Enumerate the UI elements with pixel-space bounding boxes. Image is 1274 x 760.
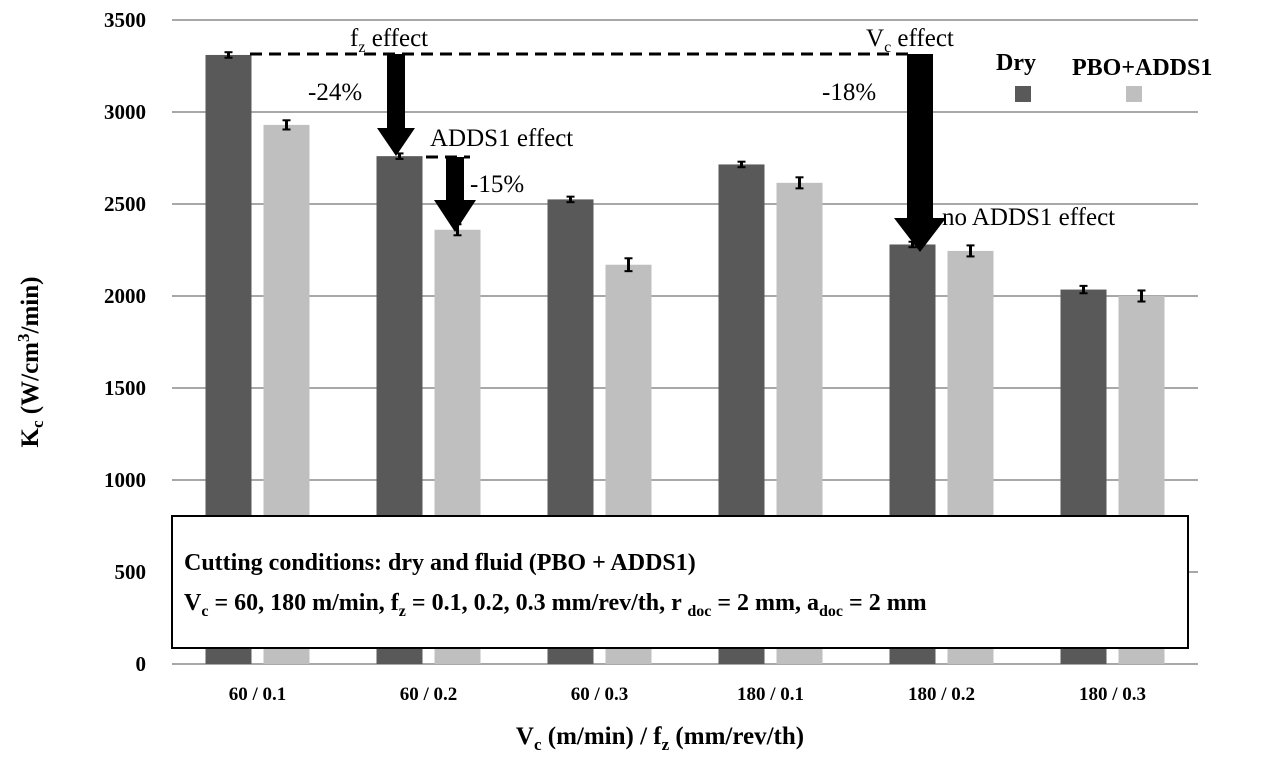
legend-swatch-pbo [1126, 86, 1142, 102]
y-tick-label: 2500 [104, 192, 146, 216]
cutting-conditions-box: Cutting conditions: dry and fluid (PBO +… [171, 515, 1189, 649]
vc-effect-label: Vc effect [866, 25, 954, 56]
y-tick-label: 0 [136, 652, 147, 676]
x-tick-label: 180 / 0.3 [1079, 684, 1146, 705]
legend: Dry PBO+ADDS1 [996, 50, 1212, 102]
fz-effect-label: fz effect [350, 25, 428, 56]
y-tick-label: 1000 [104, 468, 146, 492]
x-tick-label: 180 / 0.1 [737, 684, 804, 705]
y-tick-labels: 0 500 1000 1500 2000 2500 3000 3500 [104, 8, 146, 676]
legend-label-dry: Dry [996, 50, 1036, 76]
no-adds-effect-label: no ADDS1 effect [942, 204, 1115, 231]
vc-effect-arrow [894, 54, 946, 252]
fz-effect-arrow [377, 54, 415, 156]
x-tick-label: 180 / 0.2 [908, 684, 975, 705]
adds-effect-percent: -15% [470, 171, 524, 198]
legend-label-pbo: PBO+ADDS1 [1072, 55, 1212, 81]
x-tick-labels: 60 / 0.1 60 / 0.2 60 / 0.3 180 / 0.1 180 / 0… [229, 684, 1146, 705]
x-tick-label: 60 / 0.3 [571, 684, 629, 705]
y-tick-label: 1500 [104, 376, 146, 400]
conditions-line-2: Vc = 60, 180 m/min, fz = 0.1, 0.2, 0.3 m… [184, 590, 927, 620]
y-tick-label: 3500 [104, 8, 146, 32]
y-tick-label: 2000 [104, 284, 146, 308]
y-axis-title: Kc (W/cm3/min) [14, 277, 47, 448]
x-tick-label: 60 / 0.1 [229, 684, 287, 705]
adds-effect-arrow [434, 157, 476, 232]
y-tick-label: 500 [115, 560, 147, 584]
adds-effect-label: ADDS1 effect [430, 125, 573, 152]
conditions-box-frame [171, 515, 1189, 649]
conditions-line-1: Cutting conditions: dry and fluid (PBO +… [184, 550, 696, 576]
fz-effect-percent: -24% [308, 79, 362, 106]
legend-swatch-dry [1015, 86, 1031, 102]
y-tick-label: 3000 [104, 100, 146, 124]
vc-effect-percent: -18% [822, 79, 876, 106]
x-tick-label: 60 / 0.2 [400, 684, 458, 705]
x-axis-title: Vc (m/min) / fz (mm/rev/th) [516, 723, 804, 754]
